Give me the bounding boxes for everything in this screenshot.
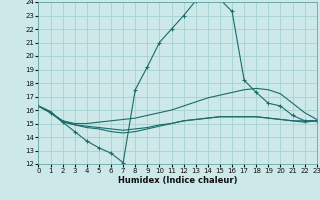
X-axis label: Humidex (Indice chaleur): Humidex (Indice chaleur) [118, 176, 237, 185]
